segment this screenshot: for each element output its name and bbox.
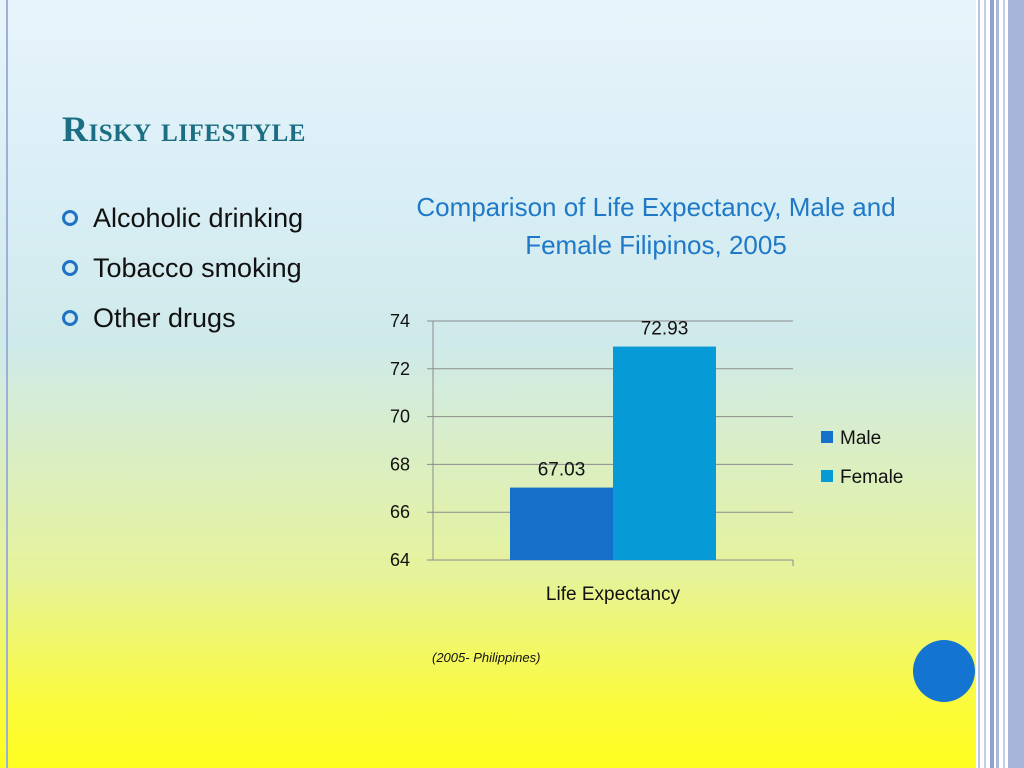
slide-title: Risky lifestyle bbox=[62, 109, 306, 149]
legend-swatch bbox=[821, 470, 833, 482]
bullet-text: Other drugs bbox=[93, 302, 236, 333]
bullet-ring-icon bbox=[62, 210, 78, 226]
right-decorative-bars bbox=[976, 0, 1024, 768]
legend-swatch bbox=[821, 431, 833, 443]
decorative-circle bbox=[913, 640, 975, 702]
bullet-ring-icon bbox=[62, 310, 78, 326]
y-tick-label: 68 bbox=[390, 454, 410, 474]
data-label: 67.03 bbox=[538, 460, 586, 481]
x-category-label: Life Expectancy bbox=[546, 584, 681, 605]
y-tick-label: 64 bbox=[390, 550, 410, 570]
bar-female bbox=[613, 346, 716, 560]
chart-title: Comparison of Life Expectancy, Male and … bbox=[416, 192, 896, 260]
left-border-stripe bbox=[6, 0, 8, 768]
y-tick-label: 66 bbox=[390, 502, 410, 522]
bullet-text: Tobacco smoking bbox=[93, 252, 302, 283]
y-tick-label: 74 bbox=[390, 311, 410, 331]
bullet-item: Other drugs bbox=[62, 293, 303, 343]
bar-male bbox=[510, 487, 613, 560]
bullet-text: Alcoholic drinking bbox=[93, 202, 304, 233]
data-label: 72.93 bbox=[641, 319, 689, 340]
bullet-item: Tobacco smoking bbox=[62, 243, 303, 293]
legend-label: Male bbox=[840, 428, 881, 449]
bullet-item: Alcoholic drinking bbox=[62, 193, 303, 243]
source-note: (2005- Philippines) bbox=[432, 650, 541, 665]
y-tick-label: 70 bbox=[390, 407, 410, 427]
bullet-list: Alcoholic drinking Tobacco smoking Other… bbox=[62, 193, 303, 343]
bullet-ring-icon bbox=[62, 260, 78, 276]
legend-label: Female bbox=[840, 467, 903, 488]
y-tick-label: 72 bbox=[390, 359, 410, 379]
